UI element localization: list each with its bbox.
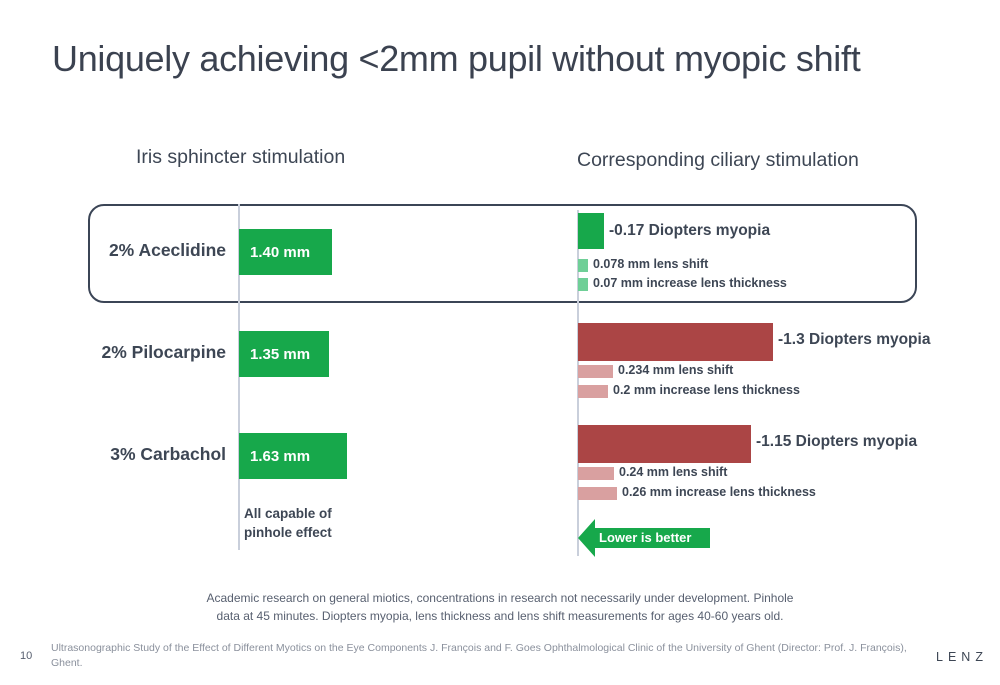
3-carbachol-lens-shift-bar (578, 467, 614, 480)
pupil-axis-line (238, 204, 240, 550)
page-number: 10 (20, 650, 33, 662)
2-pilocarpine-myopia-label: -1.3 Diopters myopia (778, 331, 931, 348)
2-pilocarpine-lens-thickness-bar (578, 385, 608, 398)
2-pilocarpine-pupil-bar: 1.35 mm (239, 331, 329, 377)
source-citation: Ultrasonographic Study of the Effect of … (51, 642, 907, 669)
2-aceclidine-lens-shift-label: 0.078 mm lens shift (593, 257, 709, 271)
footnote-line1: Academic research on general miotics, co… (206, 591, 794, 605)
3-carbachol-myopia-bar (578, 425, 751, 463)
lower-is-better-label: Lower is better (599, 530, 692, 545)
2-aceclidine-pupil-bar: 1.40 mm (239, 229, 332, 275)
pinhole-note-line1: All capable of (244, 506, 332, 521)
right-column-heading: Corresponding ciliary stimulation (577, 149, 859, 171)
3-carbachol-lens-thickness-bar (578, 487, 617, 500)
2-aceclidine-myopia-label: -0.17 Diopters myopia (609, 222, 771, 239)
2-pilocarpine-lens-thickness-label: 0.2 mm increase lens thickness (613, 383, 800, 397)
aceclidine-highlight-box (88, 204, 917, 303)
myopia-axis-line (577, 210, 579, 556)
footnote: Academic research on general miotics, co… (100, 589, 900, 625)
3-carbachol-myopia-label: -1.15 Diopters myopia (756, 433, 918, 450)
3-carbachol-pupil-bar: 1.63 mm (239, 433, 347, 479)
arrow-shape (578, 519, 710, 557)
2-pilocarpine-lens-shift-bar (578, 365, 613, 378)
pinhole-note-line2: pinhole effect (244, 525, 332, 540)
2-pilocarpine-myopia-bar (578, 323, 773, 361)
pinhole-note: All capable of pinhole effect (244, 504, 354, 542)
2-pilocarpine-lens-shift-label: 0.234 mm lens shift (618, 363, 734, 377)
2-aceclidine-lens-shift-bar (578, 259, 588, 272)
2-pilocarpine-label: 2% Pilocarpine (101, 342, 227, 362)
3-carbachol-label: 3% Carbachol (110, 444, 226, 464)
left-arrow-icon (578, 519, 710, 557)
footnote-line2: data at 45 minutes. Diopters myopia, len… (216, 609, 784, 623)
2-aceclidine-myopia-bar (578, 213, 604, 249)
2-aceclidine-lens-thickness-label: 0.07 mm increase lens thickness (593, 276, 787, 290)
brand-logo: LENZ (936, 650, 988, 664)
2-aceclidine-label: 2% Aceclidine (108, 240, 226, 260)
slide-title: Uniquely achieving <2mm pupil without my… (52, 38, 861, 79)
3-carbachol-lens-shift-label: 0.24 mm lens shift (619, 465, 728, 479)
left-column-heading: Iris sphincter stimulation (136, 146, 346, 168)
3-carbachol-lens-thickness-label: 0.26 mm increase lens thickness (622, 485, 816, 499)
2-aceclidine-lens-thickness-bar (578, 278, 588, 291)
